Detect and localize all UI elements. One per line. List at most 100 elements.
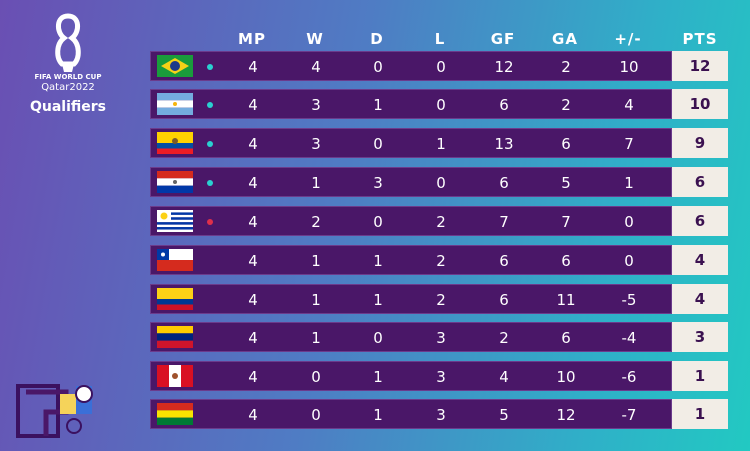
column-header: PTS [682,30,718,48]
stat-cell: 2 [561,58,571,76]
flag [157,210,193,232]
column-header: W [306,30,324,48]
stat-cell: 7 [561,213,571,231]
points: 1 [694,367,706,385]
status-dot [207,102,213,108]
stat-cell: -6 [621,368,637,386]
logo-emblem [55,13,81,72]
stat-cell: 4 [624,96,634,114]
stat-cell: 7 [499,213,509,231]
stat-cell: 0 [624,252,634,270]
stat-cell: 0 [373,329,383,347]
team-row: 4 0 1 3 4 10 -6 [150,361,672,391]
team-row: 4 1 1 2 6 6 0 [150,245,672,275]
stat-cell: 2 [499,329,509,347]
stat-cell: 4 [248,291,258,309]
stat-cell: 4 [248,329,258,347]
stat-cell: 6 [561,135,571,153]
points-cell: 4 [672,284,728,314]
stat-cell: 1 [311,252,321,270]
status-dot [207,141,213,147]
stat-cell: 0 [436,174,446,192]
stat-cell: 2 [311,213,321,231]
stat-cell: 4 [248,174,258,192]
points-cell: 6 [672,206,728,236]
points: 6 [694,212,706,230]
stat-cell: 3 [373,174,383,192]
stat-cell: -7 [621,406,637,424]
points-cell: 1 [672,399,728,429]
stat-cell: 1 [436,135,446,153]
stat-cell: 6 [499,252,509,270]
stat-cell: -5 [621,291,637,309]
points: 10 [689,95,711,113]
points-cell: 6 [672,167,728,197]
logo-line3: Qualifiers [29,99,107,115]
stat-cell: 12 [556,406,576,424]
status-dot [207,64,213,70]
column-header: GA [552,30,578,48]
stat-cell: 6 [499,174,509,192]
team-row: 4 1 1 2 6 11 -5 [150,284,672,314]
stat-cell: 4 [248,135,258,153]
stat-cell: 5 [499,406,509,424]
points: 4 [694,251,706,269]
status-dot [207,219,213,225]
points-cell: 10 [672,89,728,119]
stat-cell: 1 [373,291,383,309]
stat-cell: 6 [499,291,509,309]
points-cell: 4 [672,245,728,275]
stat-cell: 4 [248,96,258,114]
stat-cell: 6 [561,329,571,347]
stat-cell: 2 [436,252,446,270]
stat-cell: 1 [311,174,321,192]
points: 12 [689,57,711,75]
stat-cell: 13 [494,135,514,153]
stat-cell: 1 [373,368,383,386]
stat-cell: 5 [561,174,571,192]
stat-cell: 6 [499,96,509,114]
flag [157,171,193,193]
stat-cell: 1 [311,329,321,347]
stat-cell: 6 [561,252,571,270]
column-header: GF [490,30,516,48]
stat-cell: 4 [248,58,258,76]
stat-cell: 4 [248,406,258,424]
points: 6 [694,173,706,191]
logo-line2: Qatar2022 [41,82,95,93]
stat-cell: 0 [373,58,383,76]
stat-cell: 12 [494,58,514,76]
stat-cell: 0 [436,58,446,76]
stat-cell: 7 [624,135,634,153]
stat-cell: 3 [436,329,446,347]
stat-cell: 4 [248,213,258,231]
flag [157,326,193,348]
flag [157,132,193,154]
stat-cell: 3 [436,406,446,424]
stat-cell: 0 [373,135,383,153]
stat-cell: 0 [373,213,383,231]
stat-cell: 2 [561,96,571,114]
logo-line1: FIFA WORLD CUP [34,73,102,81]
flag [157,288,193,310]
stat-cell: 1 [624,174,634,192]
team-row: 4 2 0 2 7 7 0 [150,206,672,236]
points-cell: 9 [672,128,728,158]
team-row: 4 1 0 3 2 6 -4 [150,322,672,352]
points: 1 [694,405,706,423]
column-header: L [434,30,446,48]
stat-cell: -4 [621,329,637,347]
stat-cell: 4 [248,368,258,386]
team-row: 4 1 3 0 6 5 1 [150,167,672,197]
status-dot [207,180,213,186]
stat-cell: 4 [499,368,509,386]
stat-cell: 2 [436,291,446,309]
flag [157,93,193,115]
column-header: +/- [614,30,642,48]
points-cell: 12 [672,51,728,81]
stat-cell: 1 [373,96,383,114]
team-row: 4 0 1 3 5 12 -7 [150,399,672,429]
stat-cell: 1 [373,406,383,424]
